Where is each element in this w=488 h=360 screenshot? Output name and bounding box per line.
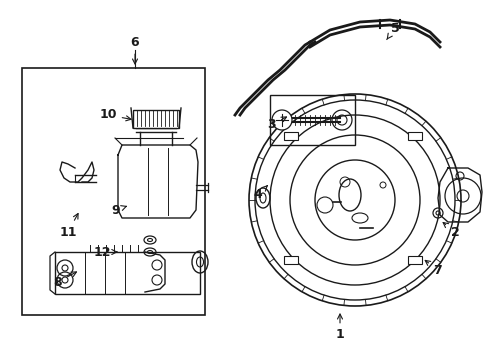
Text: 4: 4	[253, 186, 267, 202]
Text: 7: 7	[425, 260, 442, 276]
Bar	[269, 95, 354, 145]
Bar	[283, 256, 297, 264]
Circle shape	[271, 110, 291, 130]
Bar	[407, 132, 422, 140]
Bar	[22, 68, 204, 315]
Text: 9: 9	[111, 203, 126, 216]
Text: 11: 11	[59, 213, 78, 238]
Text: 2: 2	[442, 222, 458, 238]
Text: 3: 3	[267, 117, 286, 131]
Text: 1: 1	[335, 314, 344, 342]
Text: 8: 8	[54, 272, 76, 288]
Text: 12: 12	[93, 246, 117, 258]
Bar	[55, 252, 200, 294]
Bar	[407, 256, 422, 264]
Bar	[283, 132, 297, 140]
Text: 10: 10	[99, 108, 131, 122]
Text: 6: 6	[130, 36, 139, 64]
Bar	[133, 110, 179, 128]
Text: 5: 5	[386, 22, 399, 40]
